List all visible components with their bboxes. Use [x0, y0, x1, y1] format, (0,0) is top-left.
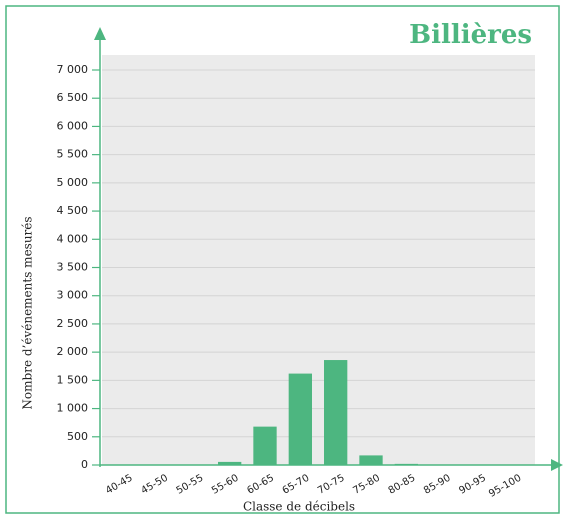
plot-area: [102, 55, 535, 465]
x-arrow: [551, 459, 563, 471]
bar: [288, 373, 312, 465]
y-tick-label: 1 500: [57, 373, 89, 386]
bar: [218, 461, 242, 465]
y-tick-label: 5 500: [57, 148, 89, 161]
y-tick-label: 3 500: [57, 261, 89, 274]
y-tick-label: 500: [67, 430, 88, 443]
y-tick-label: 4 000: [57, 232, 89, 245]
bar: [359, 455, 383, 465]
y-tick-label: 6 000: [57, 119, 89, 132]
y-arrow: [94, 27, 106, 40]
y-tick-label: 6 500: [57, 91, 89, 104]
y-tick-label: 2 000: [57, 345, 89, 358]
y-tick-label: 5 000: [57, 176, 89, 189]
y-tick-label: 2 500: [57, 317, 89, 330]
bar: [253, 426, 277, 465]
y-tick-label: 3 000: [57, 289, 89, 302]
chart-title: Billières: [409, 20, 532, 50]
y-tick-label: 7 000: [57, 63, 89, 76]
y-tick-label: 1 000: [57, 402, 89, 415]
x-axis-label: Classe de décibels: [243, 500, 355, 514]
y-tick-label: 0: [81, 458, 88, 471]
y-tick-label: 4 500: [57, 204, 89, 217]
bar: [324, 360, 348, 465]
y-axis-label: Nombre d’événements mesurés: [21, 216, 35, 409]
